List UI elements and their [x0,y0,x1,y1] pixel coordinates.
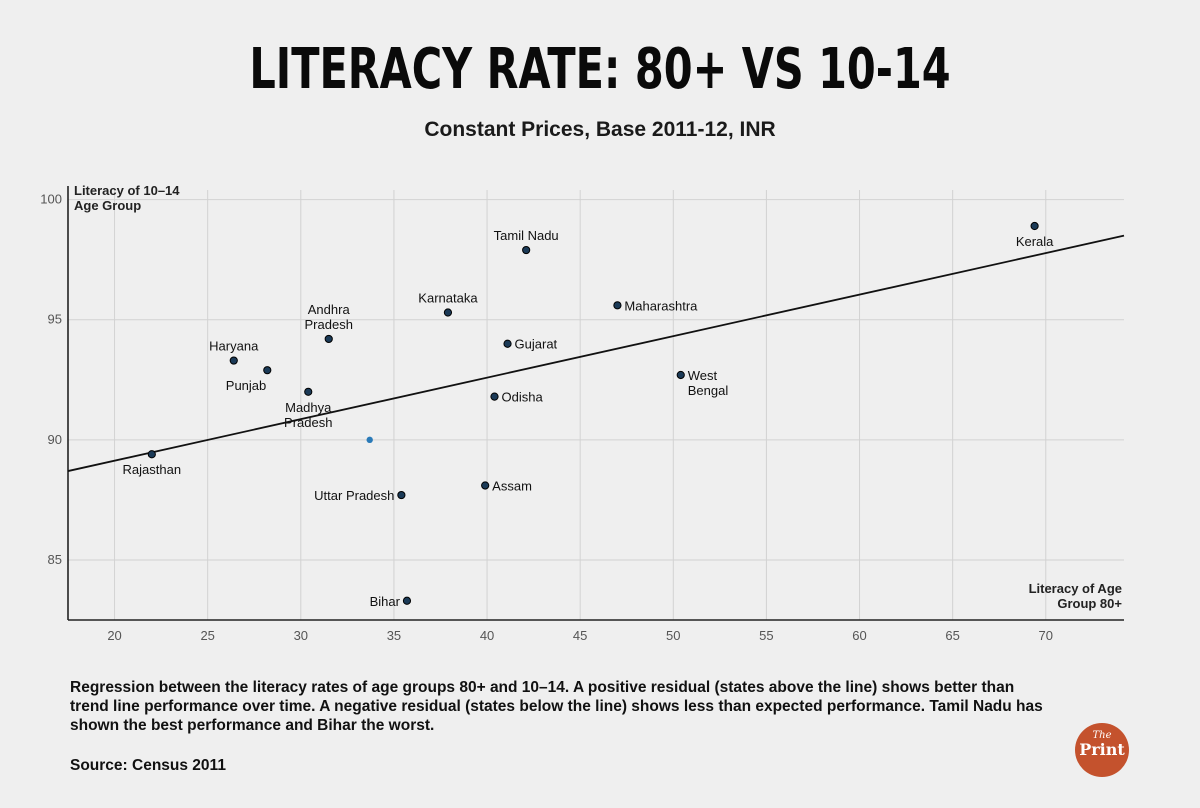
chart-subtitle: Constant Prices, Base 2011-12, INR [424,118,776,141]
data-point [1030,221,1039,231]
point-label: Assam [492,478,532,493]
footnote: Regression between the literacy rates of… [70,679,1043,734]
y-tick-label: 95 [48,312,62,327]
point-label: Punjab [226,378,266,393]
point-label: Madhya [285,400,332,415]
data-point [229,356,238,365]
data-point [304,387,313,396]
data-point [397,490,406,500]
point-label: Maharashtra [624,298,698,313]
x-tick-label: 70 [1039,628,1053,643]
point-label: Odisha [501,390,543,405]
x-tick-label: 25 [200,628,214,643]
point-label: West [688,368,718,383]
y-axis-title: Age Group [74,198,141,213]
x-axis-title: Literacy of Age [1029,581,1122,596]
data-point [263,366,272,375]
point-label: Uttar Pradesh [314,488,394,503]
theprint-logo: The Print [1075,723,1129,777]
point-label: Bihar [370,594,401,609]
data-point [443,308,453,317]
x-tick-label: 65 [945,628,959,643]
point-label: Karnataka [418,291,478,306]
x-tick-label: 20 [107,628,121,643]
x-axis-title: Group 80+ [1057,596,1122,611]
logo-print: Print [1079,740,1125,759]
y-axis-title: Literacy of 10–14 [74,183,180,198]
mean-point [366,436,373,444]
point-label: Haryana [209,339,259,354]
point-label: Pradesh [305,317,353,332]
logo-the: The [1092,730,1112,741]
point-label: Andhra [308,302,351,317]
point-label: Pradesh [284,415,332,430]
data-point [676,370,685,380]
tick-labels: 20 25 30 35 40 45 50 55 60 65 70 85 90 95 100 [40,192,1053,643]
axes [67,186,1124,621]
data-point [324,334,333,344]
x-tick-label: 30 [294,628,308,643]
point-label: Gujarat [515,337,558,352]
point-label: Rajasthan [123,462,182,477]
data-points [147,221,1039,605]
y-tick-label: 85 [48,552,62,567]
data-point [490,392,499,401]
data-point [503,339,512,348]
y-tick-label: 90 [48,432,62,447]
x-tick-label: 35 [387,628,401,643]
source-note: Source: Census 2011 [70,757,226,774]
chart-title: LITERACY RATE: 80+ VS 10-14 [249,37,951,102]
trendline [67,234,1125,472]
y-tick-label: 100 [40,192,62,207]
x-tick-label: 50 [666,628,680,643]
x-tick-label: 60 [852,628,866,643]
data-point [522,245,531,255]
data-point [147,450,156,459]
data-point [481,481,490,490]
point-label: Kerala [1016,234,1054,249]
scatter-chart: 20 25 30 35 40 45 50 55 60 65 70 85 90 95 100 Kerala Ta… [40,183,1125,643]
grid-lines [68,190,1124,620]
data-point [613,301,622,310]
trendline-line [67,234,1125,472]
x-tick-label: 40 [480,628,494,643]
point-label: Tamil Nadu [494,228,559,243]
point-label: Bengal [688,383,729,398]
data-point [402,596,412,605]
point-labels: Kerala Tamil Nadu Maharashtra Karnataka Andh… [123,228,1055,609]
x-tick-label: 45 [573,628,587,643]
x-tick-label: 55 [759,628,773,643]
